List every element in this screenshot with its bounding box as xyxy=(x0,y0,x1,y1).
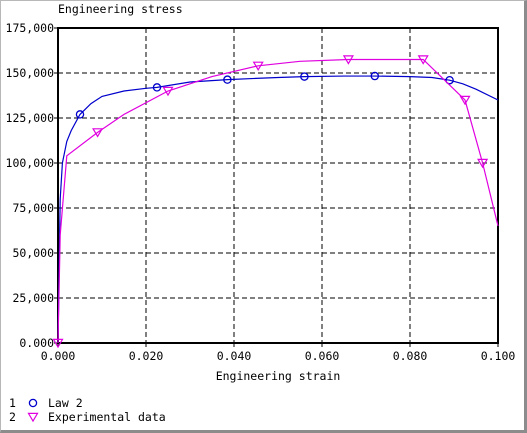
x-axis-ticks: 0.000 0.020 0.040 0.060 0.080 0.100 xyxy=(41,343,516,363)
x-tick-label: 0.060 xyxy=(305,349,340,363)
data-point-marker xyxy=(75,110,85,119)
y-tick-label: 100,000 xyxy=(6,156,55,170)
x-tick-label: 0.000 xyxy=(41,349,76,363)
data-point-marker xyxy=(477,158,489,169)
legend-item: 2 Experimental data xyxy=(9,410,166,424)
y-tick-label: 0.000 xyxy=(19,336,54,350)
series-1 xyxy=(57,71,499,344)
x-tick-label: 0.100 xyxy=(481,349,516,363)
x-axis-label: Engineering strain xyxy=(216,369,341,383)
chart-title: Engineering stress xyxy=(58,2,183,16)
legend-index: 2 xyxy=(9,410,16,424)
legend-marker xyxy=(27,412,39,423)
y-tick-label: 25,000 xyxy=(12,291,54,305)
y-axis-ticks: 0.000 25,000 50,000 75,000 100,000 125,000 150… xyxy=(6,21,58,350)
legend-item: 1 Law 2 xyxy=(9,396,83,410)
y-tick-label: 75,000 xyxy=(12,201,54,215)
x-tick-label: 0.040 xyxy=(217,349,252,363)
y-tick-label: 125,000 xyxy=(6,111,55,125)
x-tick-label: 0.020 xyxy=(129,349,164,363)
y-tick-label: 150,000 xyxy=(6,66,55,80)
legend: 1 Law 2 2 Experimental data xyxy=(9,396,166,424)
data-point-marker xyxy=(162,86,174,97)
data-point-marker xyxy=(342,55,354,65)
series-line xyxy=(57,75,499,344)
legend-index: 1 xyxy=(9,396,16,410)
legend-label: Law 2 xyxy=(48,396,83,410)
grid-lines xyxy=(58,28,498,343)
data-point-marker xyxy=(445,75,454,85)
y-tick-label: 50,000 xyxy=(12,246,54,260)
data-point-marker xyxy=(223,75,232,84)
series-layer xyxy=(52,55,499,349)
x-tick-label: 0.080 xyxy=(393,349,428,363)
data-point-marker xyxy=(52,338,64,349)
data-point-marker xyxy=(459,95,471,106)
legend-marker xyxy=(28,398,38,408)
data-point-marker xyxy=(300,72,309,81)
legend-label: Experimental data xyxy=(48,410,166,424)
data-point-marker xyxy=(417,55,429,65)
data-point-marker xyxy=(152,83,162,92)
y-tick-label: 175,000 xyxy=(6,21,55,35)
series-line xyxy=(57,58,499,344)
plot-area xyxy=(57,27,499,344)
data-point-marker xyxy=(370,71,380,81)
data-point-marker xyxy=(92,128,104,138)
data-point-marker xyxy=(252,61,264,72)
series-2 xyxy=(52,55,499,349)
